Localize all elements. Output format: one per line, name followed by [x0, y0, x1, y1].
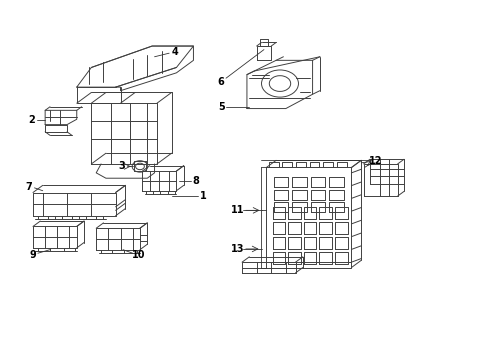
Text: 2: 2: [29, 115, 35, 125]
Text: 13: 13: [231, 244, 244, 254]
Text: 7: 7: [26, 182, 32, 192]
Text: 9: 9: [30, 250, 36, 260]
Text: 12: 12: [368, 157, 382, 166]
Text: 8: 8: [192, 176, 199, 186]
Text: 3: 3: [119, 161, 125, 171]
Text: 11: 11: [231, 205, 244, 215]
Text: 6: 6: [217, 77, 224, 87]
Text: 10: 10: [132, 249, 145, 260]
Text: 1: 1: [200, 191, 206, 201]
Text: 4: 4: [172, 47, 179, 57]
Text: 5: 5: [217, 102, 224, 112]
